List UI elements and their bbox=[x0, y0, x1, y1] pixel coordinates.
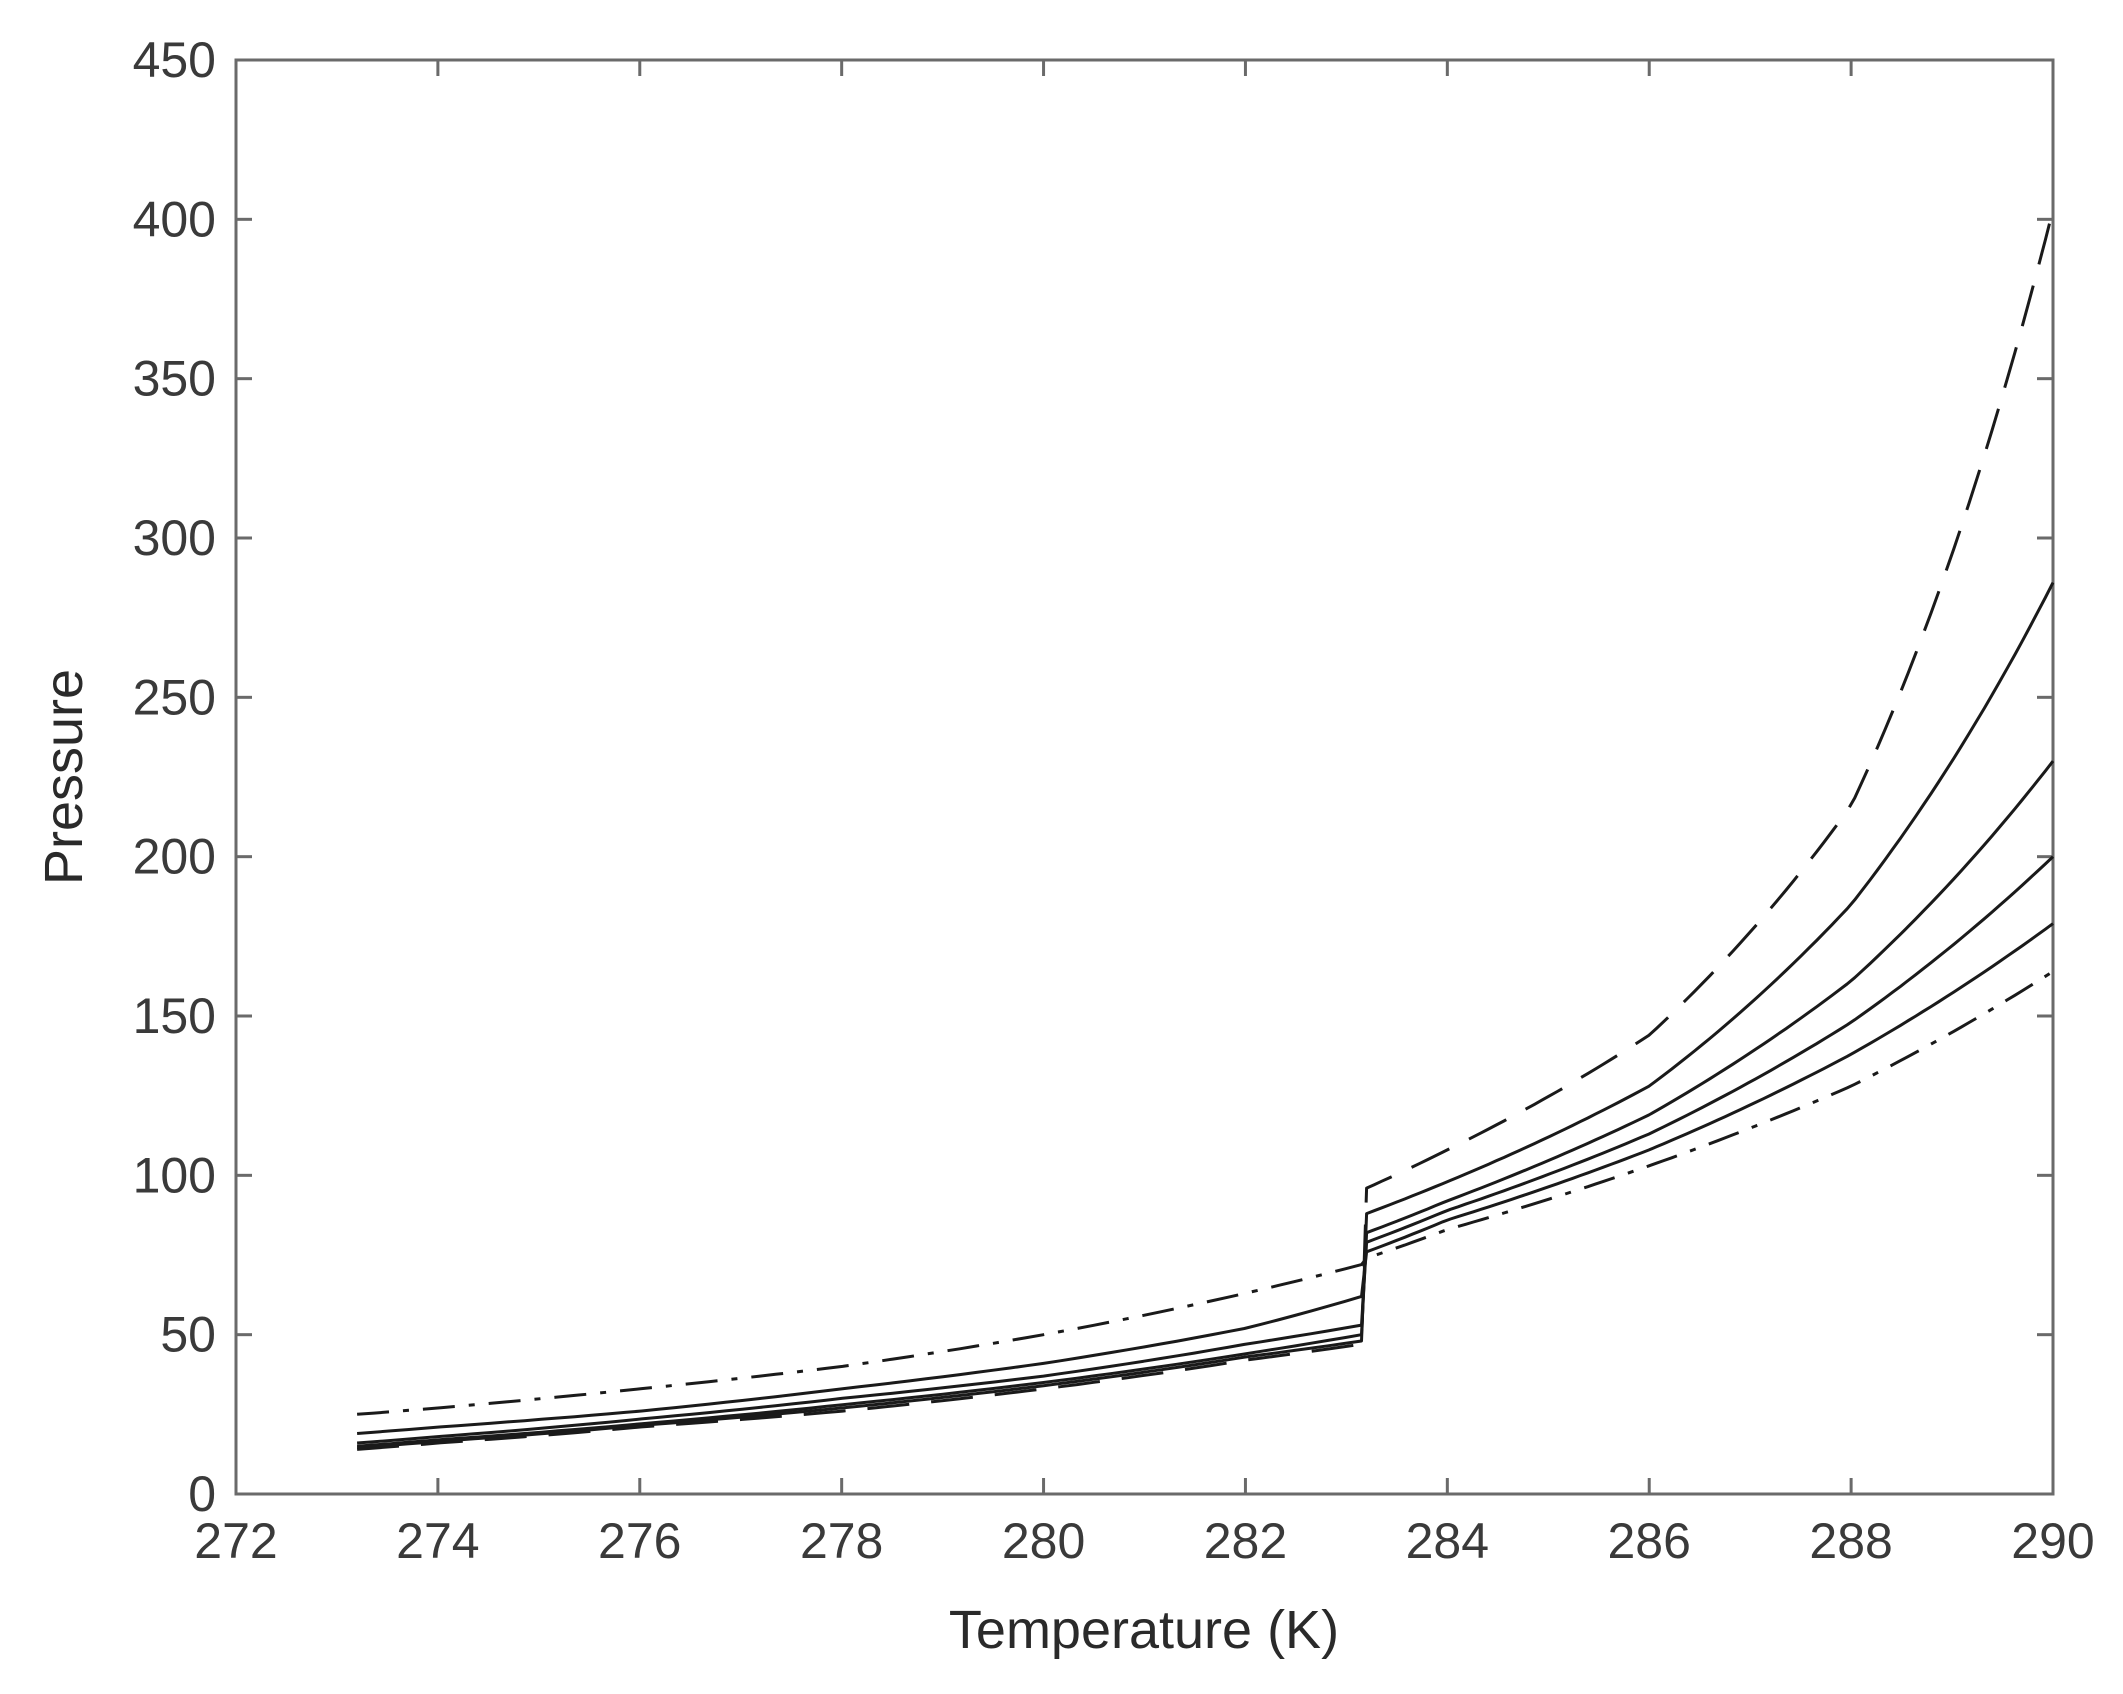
y-tick-label: 50 bbox=[160, 1307, 216, 1363]
x-tick-label: 284 bbox=[1406, 1513, 1489, 1569]
series-line-5 bbox=[356, 922, 2054, 1435]
series-line-4 bbox=[356, 855, 2055, 1445]
x-tick-label: 274 bbox=[396, 1513, 479, 1569]
y-tick-label: 150 bbox=[133, 988, 216, 1044]
x-tick-label: 280 bbox=[1002, 1513, 1085, 1569]
series-line-1 bbox=[356, 209, 2055, 1451]
x-tick-label: 286 bbox=[1608, 1513, 1691, 1569]
y-tick-label: 350 bbox=[133, 351, 216, 407]
x-axis: 272 274 276 278 280 282 284 286 288 290 bbox=[194, 60, 2095, 1569]
y-tick-label: 300 bbox=[133, 510, 216, 566]
y-tick-label: 400 bbox=[133, 191, 216, 247]
series-line-6 bbox=[356, 970, 2054, 1416]
series-line-3 bbox=[356, 760, 2055, 1448]
y-tick-label: 250 bbox=[133, 669, 216, 725]
y-tick-label: 200 bbox=[133, 829, 216, 885]
series-layer bbox=[356, 209, 2055, 1451]
y-tick-label: 450 bbox=[133, 32, 216, 88]
y-tick-label: 100 bbox=[133, 1147, 216, 1203]
x-tick-label: 276 bbox=[598, 1513, 681, 1569]
y-tick-label: 0 bbox=[188, 1466, 216, 1522]
y-axis-label: Pressure bbox=[34, 669, 94, 885]
series-line-2 bbox=[356, 581, 2055, 1450]
x-axis-label: Temperature (K) bbox=[949, 1600, 1339, 1660]
x-tick-label: 282 bbox=[1204, 1513, 1287, 1569]
y-axis: 0 50 100 150 200 250 300 350 400 450 bbox=[133, 32, 2053, 1522]
plot-frame bbox=[234, 58, 2055, 1496]
x-tick-label: 278 bbox=[800, 1513, 883, 1569]
x-tick-label: 290 bbox=[2011, 1513, 2094, 1569]
x-tick-label: 272 bbox=[194, 1513, 277, 1569]
x-tick-label: 288 bbox=[1809, 1513, 1892, 1569]
